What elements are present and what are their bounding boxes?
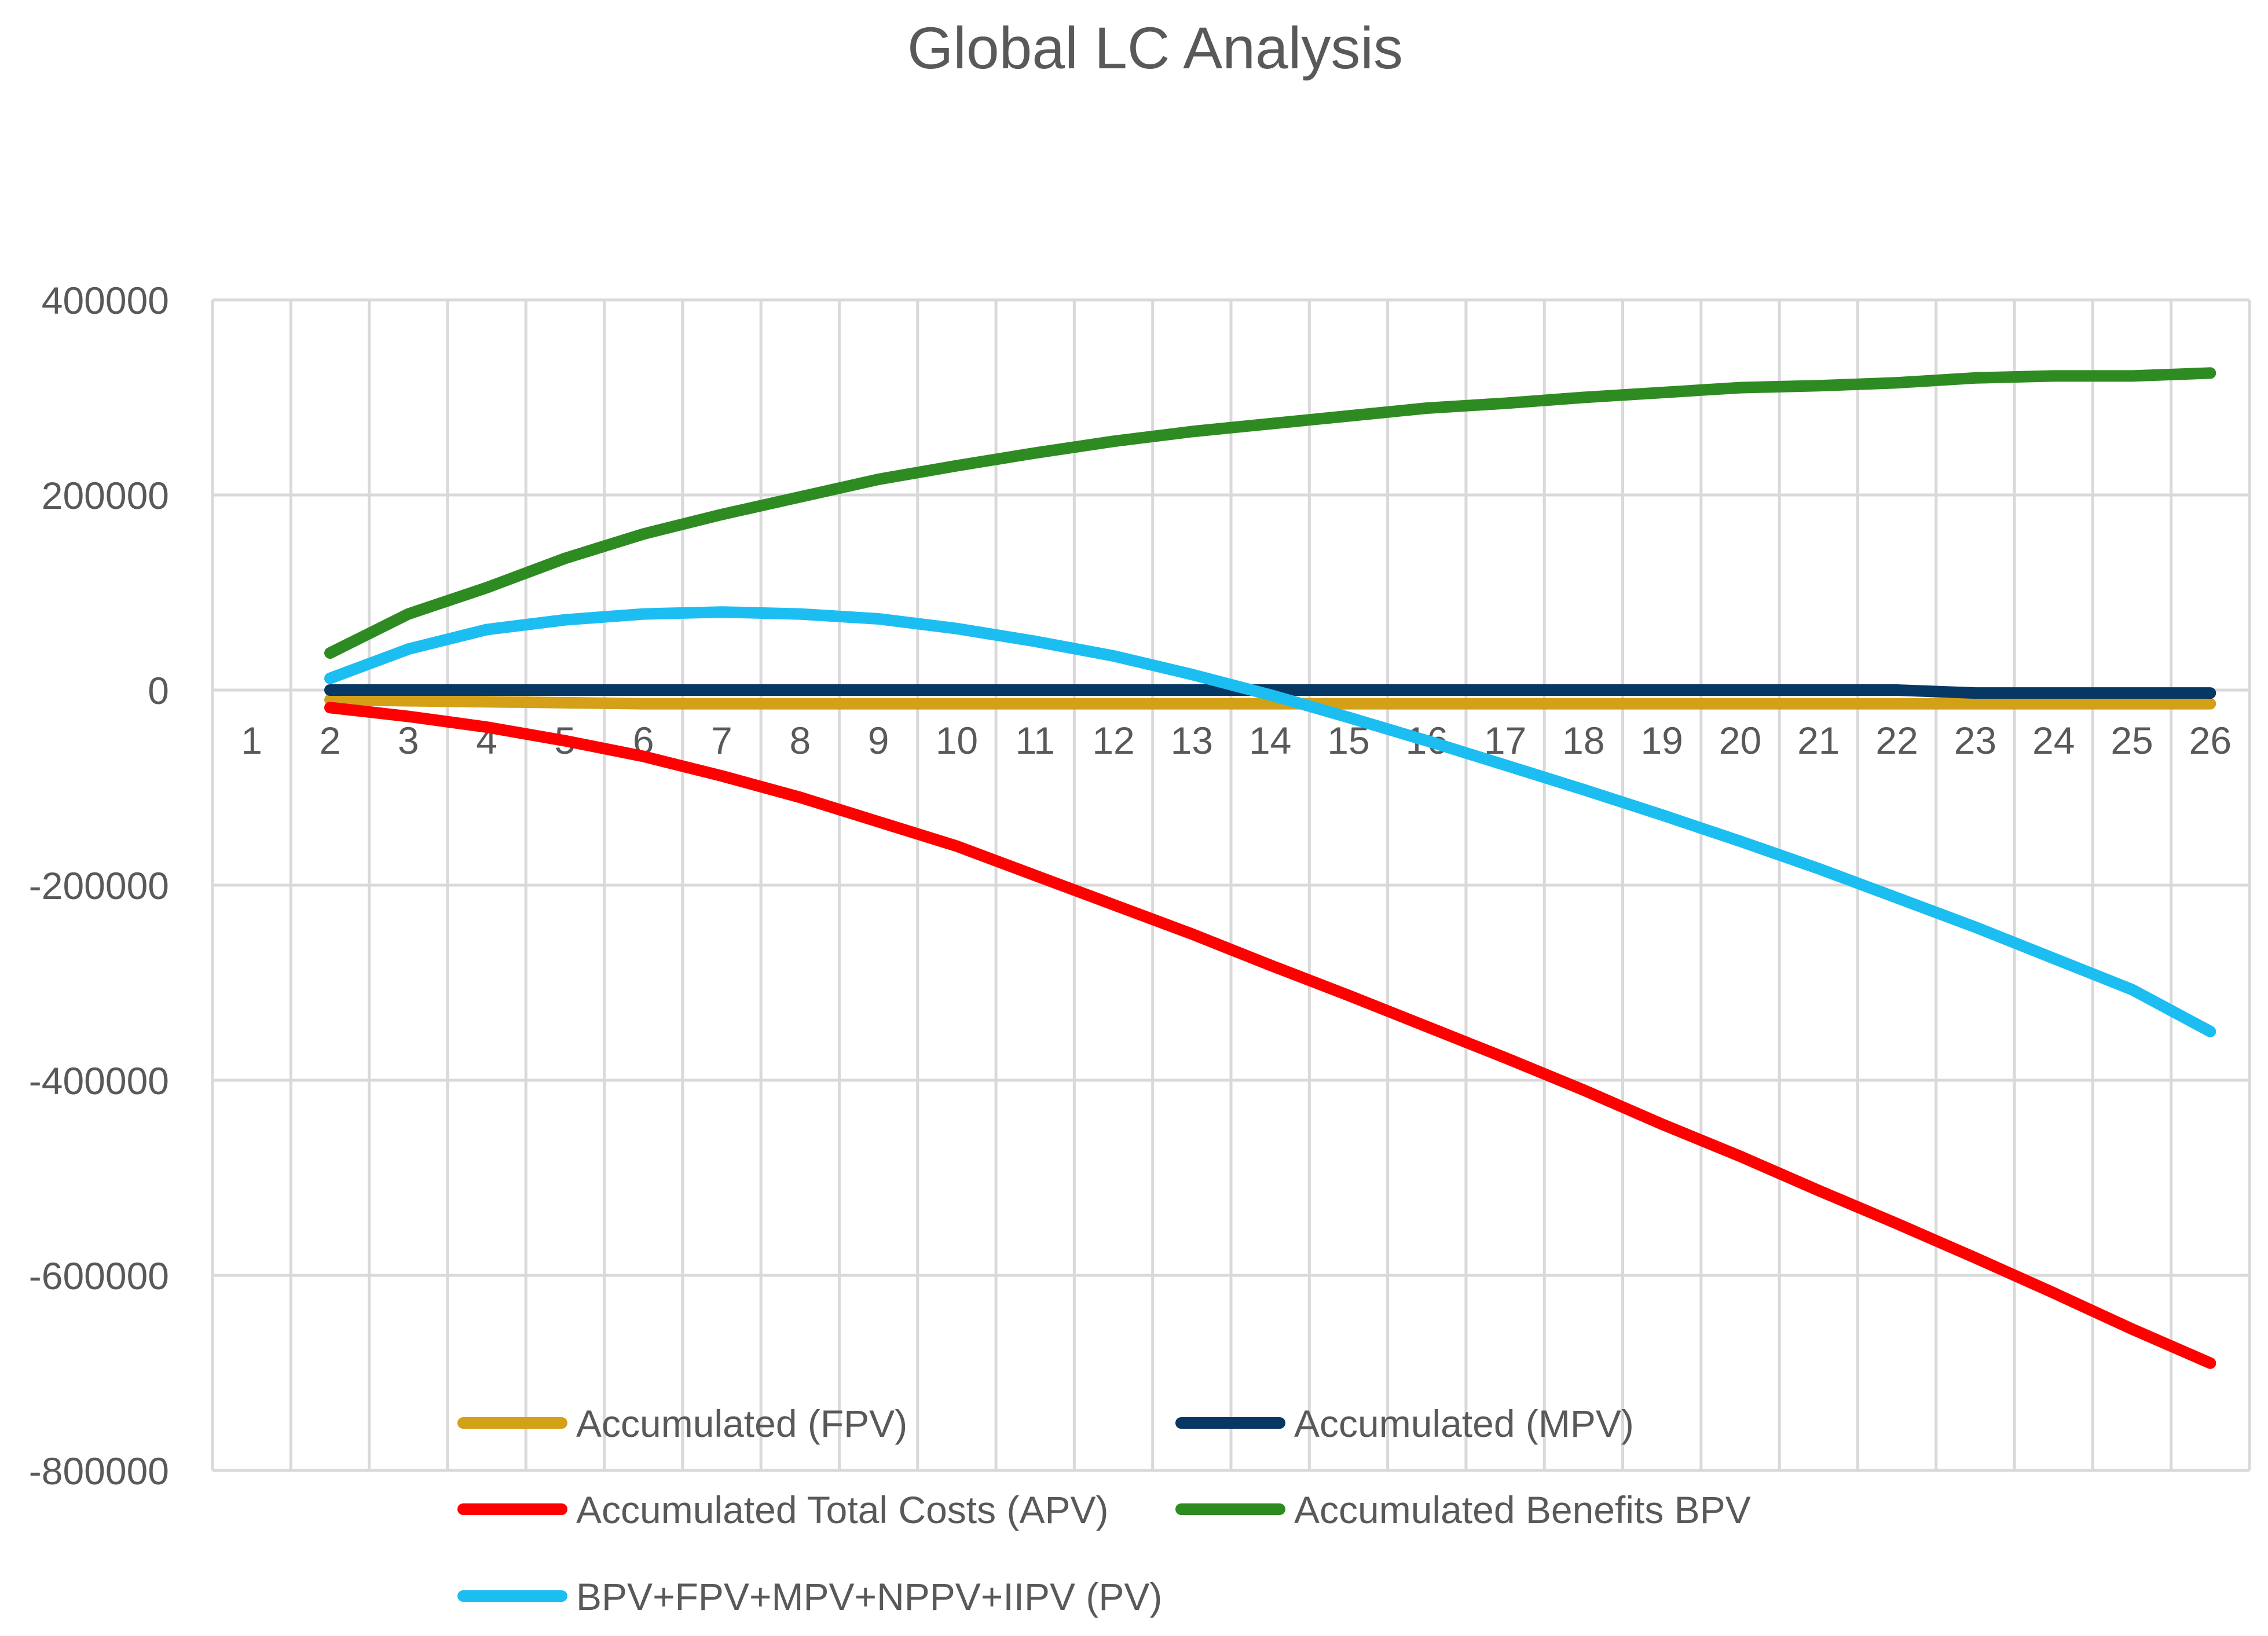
series-line-bpv-fpv-mpv-nppv-iipv-pv xyxy=(324,606,2216,1037)
y-tick-label: -600000 xyxy=(29,1254,169,1297)
legend-item: Accumulated (FPV) xyxy=(457,1402,907,1445)
series-lines xyxy=(324,367,2216,1369)
x-tick-label: 8 xyxy=(789,719,811,762)
y-tick-label: -400000 xyxy=(29,1059,169,1102)
legend-label: BPV+FPV+MPV+NPPV+IIPV (PV) xyxy=(576,1575,1162,1618)
x-tick-label: 24 xyxy=(2032,719,2075,762)
y-tick-label: -200000 xyxy=(29,864,169,907)
x-tick-label: 7 xyxy=(711,719,732,762)
y-tick-label: 0 xyxy=(148,669,169,712)
legend-item: Accumulated Total Costs (APV) xyxy=(457,1488,1109,1531)
x-tick-label: 9 xyxy=(868,719,889,762)
series-line-accumulated-benefits-bpv xyxy=(324,367,2216,659)
x-tick-label: 18 xyxy=(1562,719,1604,762)
y-tick-label: 200000 xyxy=(42,474,169,517)
legend-label: Accumulated Total Costs (APV) xyxy=(576,1488,1109,1531)
gridlines xyxy=(211,298,2251,1472)
x-tick-label: 21 xyxy=(1797,719,1840,762)
legend: Accumulated (FPV) Accumulated (MPV) Accumu… xyxy=(457,1402,1751,1618)
x-tick-label: 26 xyxy=(2189,719,2232,762)
series-line-accumulated-fpv xyxy=(324,694,2216,710)
x-axis-ticks: 1 2 3 4 5 6 7 8 9 10 11 12 13 14 15 16 17 18 19 20 21 22 23 24 2… xyxy=(241,719,2232,762)
x-tick-label: 1 xyxy=(241,719,262,762)
legend-label: Accumulated (MPV) xyxy=(1294,1402,1634,1445)
y-tick-label: 400000 xyxy=(42,279,169,322)
x-tick-label: 3 xyxy=(398,719,419,762)
y-tick-label: -800000 xyxy=(29,1450,169,1492)
x-tick-label: 2 xyxy=(320,719,341,762)
x-tick-label: 20 xyxy=(1719,719,1761,762)
legend-item: Accumulated Benefits BPV xyxy=(1175,1488,1751,1531)
x-tick-label: 25 xyxy=(2111,719,2153,762)
legend-item: BPV+FPV+MPV+NPPV+IIPV (PV) xyxy=(457,1575,1162,1618)
series-line-accumulated-total-costs-apv xyxy=(324,702,2216,1369)
x-tick-label: 13 xyxy=(1171,719,1213,762)
x-tick-label: 19 xyxy=(1640,719,1683,762)
x-tick-label: 11 xyxy=(1015,719,1055,762)
legend-label: Accumulated Benefits BPV xyxy=(1294,1488,1751,1531)
legend-label: Accumulated (FPV) xyxy=(576,1402,907,1445)
chart-title: Global LC Analysis xyxy=(907,15,1403,81)
x-tick-label: 23 xyxy=(1954,719,1996,762)
x-tick-label: 14 xyxy=(1249,719,1291,762)
x-tick-label: 12 xyxy=(1092,719,1134,762)
legend-item: Accumulated (MPV) xyxy=(1175,1402,1634,1445)
x-tick-label: 22 xyxy=(1875,719,1918,762)
x-tick-label: 10 xyxy=(936,719,978,762)
y-axis-ticks: 400000 200000 0 -200000 -400000 -600000 -80000… xyxy=(29,279,169,1492)
